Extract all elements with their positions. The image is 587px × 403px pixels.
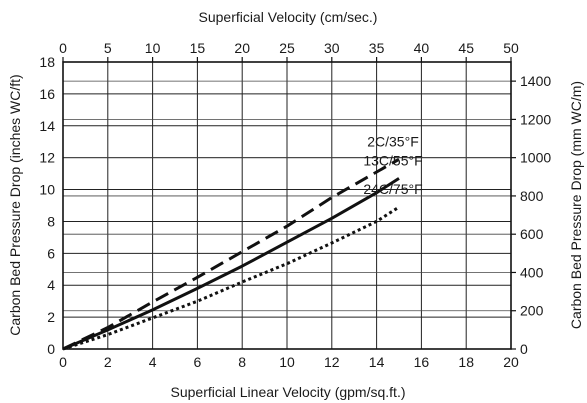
x2-tick-label: 45 <box>458 40 474 56</box>
y2-tick-label: 800 <box>520 188 544 204</box>
y2-axis-label: Carbon Bed Pressure Drop (mm WC/m) <box>568 81 584 329</box>
series-labels: 2C/35°F 13C/55°F 24C/75°F <box>363 133 422 197</box>
x2-tick-label: 35 <box>369 40 385 56</box>
x-tick-label: 2 <box>104 354 112 370</box>
series-line-1 <box>62 177 400 351</box>
series-label-0: 2C/35°F <box>367 133 419 149</box>
y2-tick-label: 200 <box>520 303 544 319</box>
y-tick-label: 8 <box>47 213 55 229</box>
tick-labels: 0 2 4 6 8 10 12 14 16 18 2002468101214161802004006… <box>39 40 551 370</box>
y-axis-label: Carbon Bed Pressure Drop (inches WC/ft) <box>7 74 23 335</box>
x2-tick-label: 40 <box>414 40 430 56</box>
series-line-0 <box>62 157 400 351</box>
y-tick-label: 18 <box>39 54 55 70</box>
x2-tick-label: 25 <box>279 40 295 56</box>
series-line-2 <box>62 205 400 351</box>
y2-tick-label: 400 <box>520 264 544 280</box>
x2-tick-label: 10 <box>145 40 161 56</box>
series-label-1: 13C/55°F <box>363 152 422 168</box>
x2-tick-label: 50 <box>503 40 519 56</box>
x2-tick-label: 20 <box>234 40 250 56</box>
y2-tick-label: 600 <box>520 226 544 242</box>
x2-tick-label: 30 <box>324 40 340 56</box>
x-tick-label: 8 <box>238 354 246 370</box>
y-tick-label: 14 <box>39 118 55 134</box>
y-tick-label: 2 <box>47 309 55 325</box>
y-tick-label: 12 <box>39 150 55 166</box>
x-tick-label: 4 <box>149 354 157 370</box>
y-tick-label: 0 <box>47 341 55 357</box>
x2-tick-label: 15 <box>190 40 206 56</box>
x2-axis-label: Superficial Velocity (cm/sec.) <box>199 9 378 25</box>
y2-tick-label: 0 <box>520 341 528 357</box>
x-tick-label: 14 <box>369 354 385 370</box>
series-lines <box>62 157 400 351</box>
y2-tick-label: 1400 <box>520 73 551 89</box>
x-tick-label: 20 <box>503 354 519 370</box>
y-tick-label: 6 <box>47 245 55 261</box>
y-tick-label: 4 <box>47 277 55 293</box>
x-tick-label: 12 <box>324 354 340 370</box>
x-tick-label: 18 <box>458 354 474 370</box>
series-label-2: 24C/75°F <box>363 181 422 197</box>
x-tick-label: 16 <box>414 354 430 370</box>
x-axis-label: Superficial Linear Velocity (gpm/sq.ft.) <box>171 384 406 400</box>
x2-tick-label: 0 <box>59 40 67 56</box>
x-tick-label: 6 <box>194 354 202 370</box>
x-tick-label: 10 <box>279 354 295 370</box>
grid <box>62 61 512 350</box>
y-tick-label: 10 <box>39 182 55 198</box>
x-tick-label: 0 <box>59 354 67 370</box>
y-tick-label: 16 <box>39 86 55 102</box>
x2-tick-label: 5 <box>104 40 112 56</box>
y2-tick-label: 1000 <box>520 150 551 166</box>
y2-tick-label: 1200 <box>520 111 551 127</box>
